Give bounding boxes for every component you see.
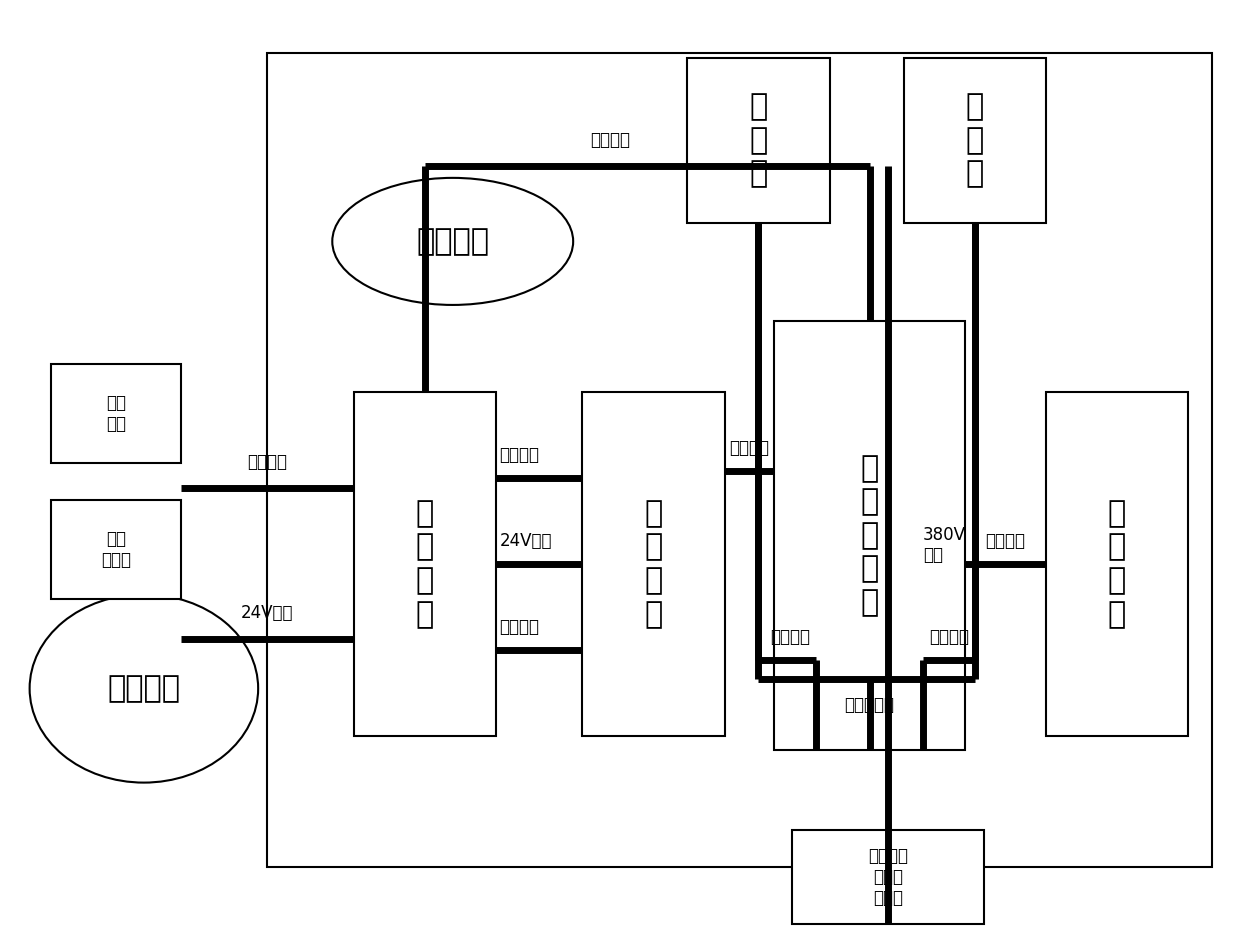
Bar bbox=[51, 363, 181, 463]
Text: 双
电
机
模
块: 双 电 机 模 块 bbox=[861, 454, 878, 617]
Text: 外部
控制器: 外部 控制器 bbox=[102, 531, 131, 569]
Text: 380V
电源: 380V 电源 bbox=[923, 526, 965, 565]
Text: 外围设备: 外围设备 bbox=[108, 674, 181, 703]
Text: 24V电源: 24V电源 bbox=[242, 604, 294, 622]
Text: 外部
电源: 外部 电源 bbox=[107, 394, 126, 432]
Bar bbox=[1046, 392, 1188, 735]
Text: 控
制
模
块: 控 制 模 块 bbox=[416, 498, 434, 629]
Text: 内部桥接: 内部桥接 bbox=[730, 439, 769, 457]
Text: 外部网络: 外部网络 bbox=[248, 453, 287, 471]
Bar bbox=[774, 321, 965, 750]
Text: 电
机
二: 电 机 二 bbox=[965, 93, 984, 188]
Text: 电
机
一: 电 机 一 bbox=[750, 93, 768, 188]
Bar bbox=[268, 53, 1213, 868]
Text: 电源电缆: 电源电缆 bbox=[769, 628, 810, 646]
Text: 电源电缆: 电源电缆 bbox=[929, 628, 969, 646]
Text: 核心模块: 核心模块 bbox=[416, 227, 489, 256]
Bar bbox=[354, 392, 496, 735]
Bar bbox=[903, 58, 1046, 223]
Bar bbox=[688, 58, 829, 223]
Bar bbox=[51, 500, 181, 599]
Ellipse shape bbox=[332, 177, 574, 305]
Text: 内部桥接: 内部桥接 bbox=[985, 531, 1026, 549]
Text: 内部网络: 内部网络 bbox=[499, 446, 540, 464]
Ellipse shape bbox=[30, 595, 258, 783]
Text: 外部电源
滤波器
电抗器: 外部电源 滤波器 电抗器 bbox=[869, 847, 908, 906]
Text: 24V电源: 24V电源 bbox=[499, 531, 553, 549]
Text: 内部网络: 内部网络 bbox=[590, 131, 631, 149]
Bar bbox=[582, 392, 725, 735]
Text: 编码器线缆: 编码器线缆 bbox=[845, 696, 895, 714]
Text: 内部桥接: 内部桥接 bbox=[499, 617, 540, 635]
Text: 电
源
模
块: 电 源 模 块 bbox=[644, 498, 663, 629]
Bar bbox=[793, 830, 984, 924]
Text: 制
动
模
块: 制 动 模 块 bbox=[1108, 498, 1126, 629]
